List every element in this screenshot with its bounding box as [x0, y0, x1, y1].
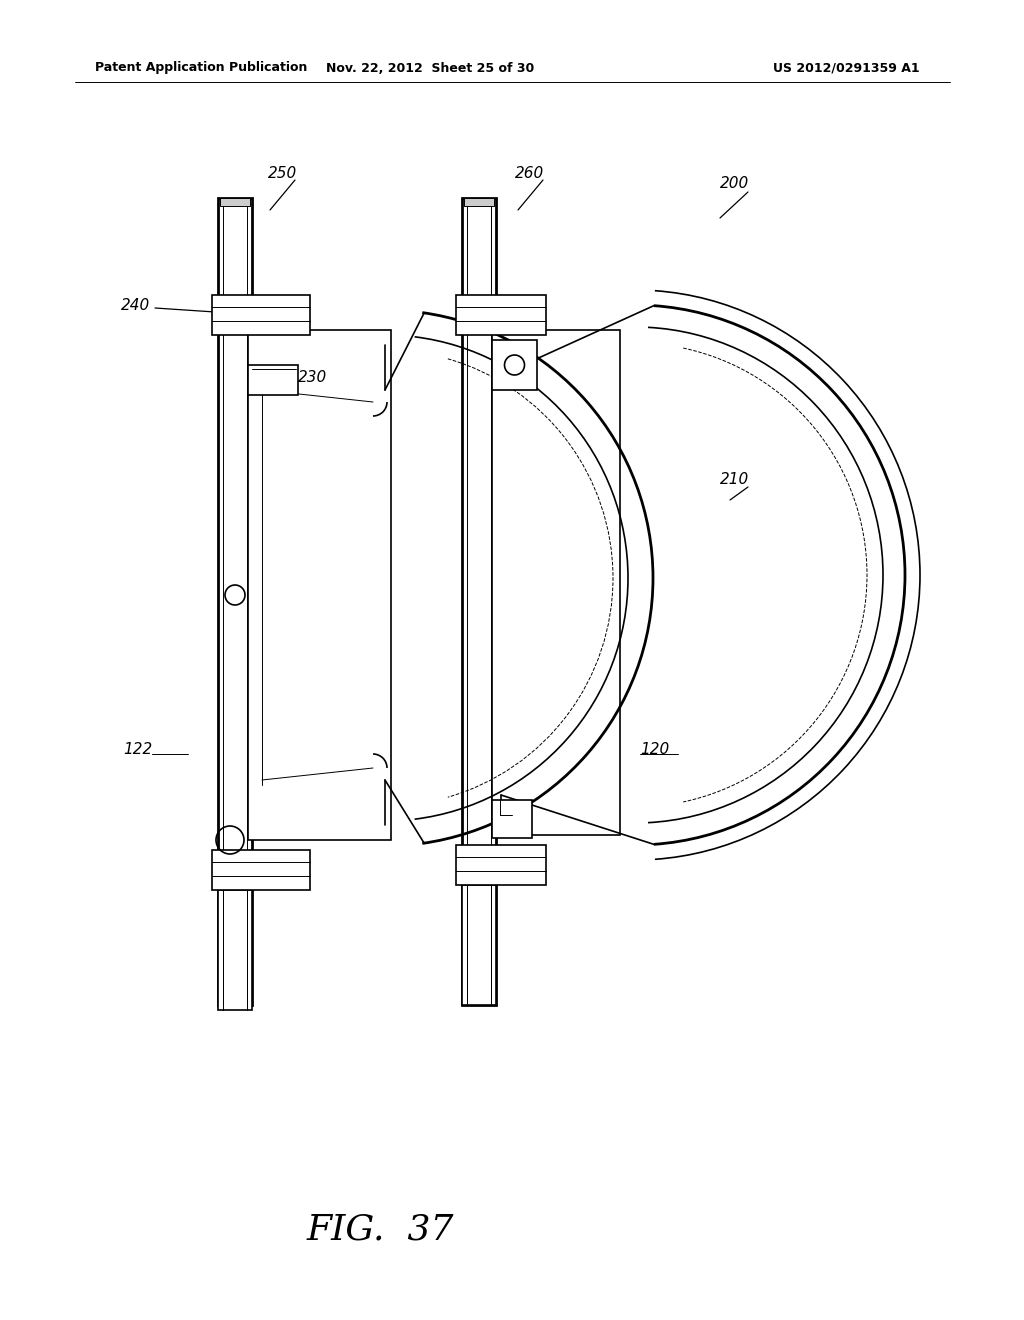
Text: 240: 240 — [121, 297, 150, 313]
Bar — [218, 198, 252, 1005]
Text: FIG.  37: FIG. 37 — [306, 1213, 454, 1247]
Text: 122: 122 — [123, 742, 152, 758]
Text: Nov. 22, 2012  Sheet 25 of 30: Nov. 22, 2012 Sheet 25 of 30 — [326, 62, 535, 74]
Bar — [492, 330, 620, 836]
Text: 210: 210 — [720, 473, 750, 487]
Bar — [212, 294, 310, 335]
Text: 260: 260 — [515, 165, 544, 181]
Bar — [462, 884, 496, 1005]
Text: 220: 220 — [490, 310, 519, 326]
Text: 200: 200 — [720, 176, 750, 190]
Text: 250: 250 — [268, 165, 297, 181]
Bar — [248, 366, 298, 395]
Bar — [464, 198, 494, 206]
Bar — [248, 330, 391, 840]
Text: 230: 230 — [298, 371, 328, 385]
Bar — [462, 198, 496, 1005]
Bar — [456, 845, 546, 884]
Bar — [492, 800, 532, 838]
Text: US 2012/0291359 A1: US 2012/0291359 A1 — [773, 62, 920, 74]
Text: 120: 120 — [640, 742, 670, 758]
Bar — [212, 850, 310, 890]
Text: Patent Application Publication: Patent Application Publication — [95, 62, 307, 74]
Bar — [456, 294, 546, 335]
Bar — [220, 198, 250, 206]
Bar — [492, 341, 537, 389]
Bar — [218, 890, 252, 1010]
